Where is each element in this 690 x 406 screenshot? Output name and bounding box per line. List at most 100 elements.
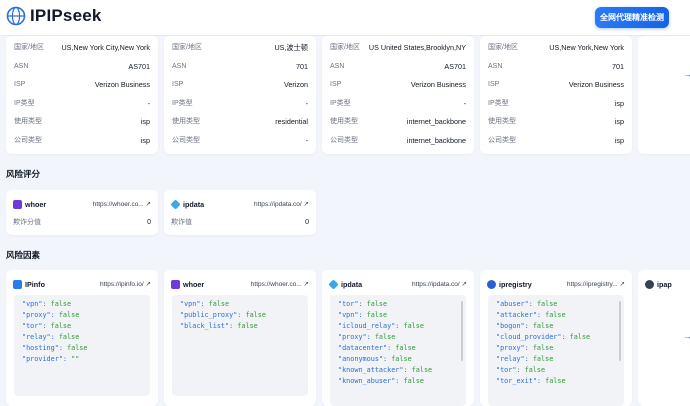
- country-label: 国家/地区: [330, 44, 360, 51]
- source-name: whoer: [183, 280, 205, 289]
- company-type-label: 公司类型: [14, 137, 42, 144]
- country-value: US United States,Brooklyn,NY: [368, 43, 466, 52]
- json-entry: "known_abuser": false: [338, 377, 424, 385]
- isp-label: ISP: [330, 81, 342, 88]
- company-type-label: 公司类型: [488, 137, 516, 144]
- asn-value: AS701: [128, 62, 150, 71]
- ip-type-label: IP类型: [172, 100, 193, 107]
- info-card: 国家/地区 US,New York,New York ASN 701 ISP Veri…: [480, 36, 632, 154]
- scrollbar[interactable]: [461, 301, 463, 361]
- json-entry: "vpn": false: [180, 300, 230, 308]
- source-link[interactable]: https://whoer.co... ↗: [250, 281, 309, 288]
- source-name: IPinfo: [25, 280, 45, 289]
- isp-label: ISP: [488, 81, 500, 88]
- risk-score-title: 风险评分: [6, 169, 41, 179]
- factor-card: whoer https://whoer.co... ↗ "vpn": false…: [164, 270, 316, 406]
- isp-value: Verizon Business: [410, 80, 466, 89]
- company-type-value: -: [305, 136, 308, 145]
- json-entry: "tor": false: [338, 300, 388, 308]
- proxy-detect-button[interactable]: 全网代理精准检测: [595, 7, 669, 28]
- usage-type-label: 使用类型: [330, 118, 358, 125]
- factor-card-partial: ipap: [638, 270, 690, 406]
- ip-type-value: -: [463, 99, 466, 108]
- ipdata-icon: [328, 279, 339, 290]
- ip-type-label: IP类型: [330, 100, 351, 107]
- score-card: ipdata https://ipdata.co/ ↗ 欺诈值 0: [164, 190, 316, 235]
- usage-type-label: 使用类型: [172, 118, 200, 125]
- ipinfo-icon: [13, 280, 22, 289]
- country-value: US,波士顿: [274, 43, 308, 52]
- scrollbar[interactable]: [619, 301, 621, 361]
- score-card: whoer https://whoer.co... ↗ 欺诈分值 0: [6, 190, 158, 235]
- ipdata-icon: [170, 199, 181, 210]
- ip-type-value: -: [147, 99, 150, 108]
- isp-label: ISP: [14, 81, 26, 88]
- json-block: "vpn": false "public_proxy": false "blac…: [172, 295, 308, 396]
- source-name: ipdata: [183, 200, 205, 209]
- json-entry: "proxy": false: [338, 333, 396, 341]
- external-link-icon: ↗: [303, 281, 309, 288]
- source-link[interactable]: https://whoer.co... ↗: [92, 201, 151, 208]
- json-entry: "abuser": false: [496, 300, 558, 308]
- json-entry: "attacker": false: [496, 311, 566, 319]
- top-header: IPIPseek 全网代理精准检测: [0, 0, 690, 36]
- json-entry: "tor_exit": false: [496, 377, 566, 385]
- score-label: 欺诈值: [171, 219, 192, 226]
- json-entry: "provider": "": [22, 355, 80, 363]
- info-card: 国家/地区 US United States,Brooklyn,NY ASN AS7…: [322, 36, 474, 154]
- json-entry: "datacenter": false: [338, 344, 416, 352]
- json-block[interactable]: "abuser": false "attacker": false "bogon…: [488, 295, 624, 406]
- asn-value: 701: [612, 62, 624, 71]
- json-entry: "vpn": false: [338, 311, 388, 319]
- external-link-icon: ↗: [619, 281, 625, 288]
- risk-factors-title: 风险因素: [6, 250, 41, 260]
- score-value: 0: [305, 219, 309, 226]
- ip-type-label: IP类型: [488, 100, 509, 107]
- usage-type-value: isp: [614, 117, 624, 126]
- json-entry: "cloud_provider": false: [496, 333, 591, 341]
- ip-type-value: isp: [614, 99, 624, 108]
- external-link-icon: ↗: [461, 281, 467, 288]
- json-entry: "icloud_relay": false: [338, 322, 424, 330]
- whoer-icon: [171, 280, 180, 289]
- company-type-value: internet_backbone: [406, 136, 466, 145]
- whoer-icon: [13, 200, 22, 209]
- country-label: 国家/地区: [172, 44, 202, 51]
- brand-name[interactable]: IPIPseek: [30, 6, 102, 25]
- json-block[interactable]: "tor": false "vpn": false "icloud_relay"…: [330, 295, 466, 406]
- company-type-label: 公司类型: [330, 137, 358, 144]
- usage-type-value: internet_backbone: [406, 117, 466, 126]
- factor-card: IPinfo https://ipinfo.io/ ↗ "vpn": false…: [6, 270, 158, 406]
- external-link-icon: ↗: [303, 201, 309, 208]
- json-entry: "relay": false: [22, 333, 80, 341]
- source-name: whoer: [25, 200, 47, 209]
- source-link[interactable]: https://ipdata.co/ ↗: [254, 201, 309, 208]
- source-link[interactable]: https://ipinfo.io/ ↗: [100, 281, 151, 288]
- usage-type-value: isp: [140, 117, 150, 126]
- source-link[interactable]: https://ipdata.co/ ↗: [412, 281, 467, 288]
- json-entry: "tor": false: [22, 322, 72, 330]
- country-label: 国家/地区: [14, 44, 44, 51]
- json-entry: "proxy": false: [22, 311, 80, 319]
- json-entry: "tor": false: [496, 366, 546, 374]
- score-value: 0: [147, 219, 151, 226]
- scroll-right-icon[interactable]: →: [683, 331, 690, 341]
- external-link-icon: ↗: [145, 201, 151, 208]
- isp-label: ISP: [172, 81, 184, 88]
- usage-type-label: 使用类型: [488, 118, 516, 125]
- scroll-right-icon[interactable]: →: [683, 69, 690, 79]
- ipregistry-icon: [487, 280, 496, 289]
- score-label: 欺诈分值: [13, 219, 41, 226]
- json-entry: "bogon": false: [496, 322, 554, 330]
- company-type-value: isp: [140, 136, 150, 145]
- json-entry: "anonymous": false: [338, 355, 412, 363]
- json-block: "vpn": false "proxy": false "tor": false…: [14, 295, 150, 396]
- json-entry: "relay": false: [496, 355, 554, 363]
- factor-card: ipregistry https://ipregistry... ↗ "abus…: [480, 270, 632, 406]
- isp-value: Verizon Business: [94, 80, 150, 89]
- source-name: ipap: [657, 280, 672, 289]
- source-link[interactable]: https://ipregistry... ↗: [566, 281, 625, 288]
- ipapi-icon: [645, 280, 654, 289]
- source-name: ipregistry: [499, 280, 532, 289]
- source-name: ipdata: [341, 280, 363, 289]
